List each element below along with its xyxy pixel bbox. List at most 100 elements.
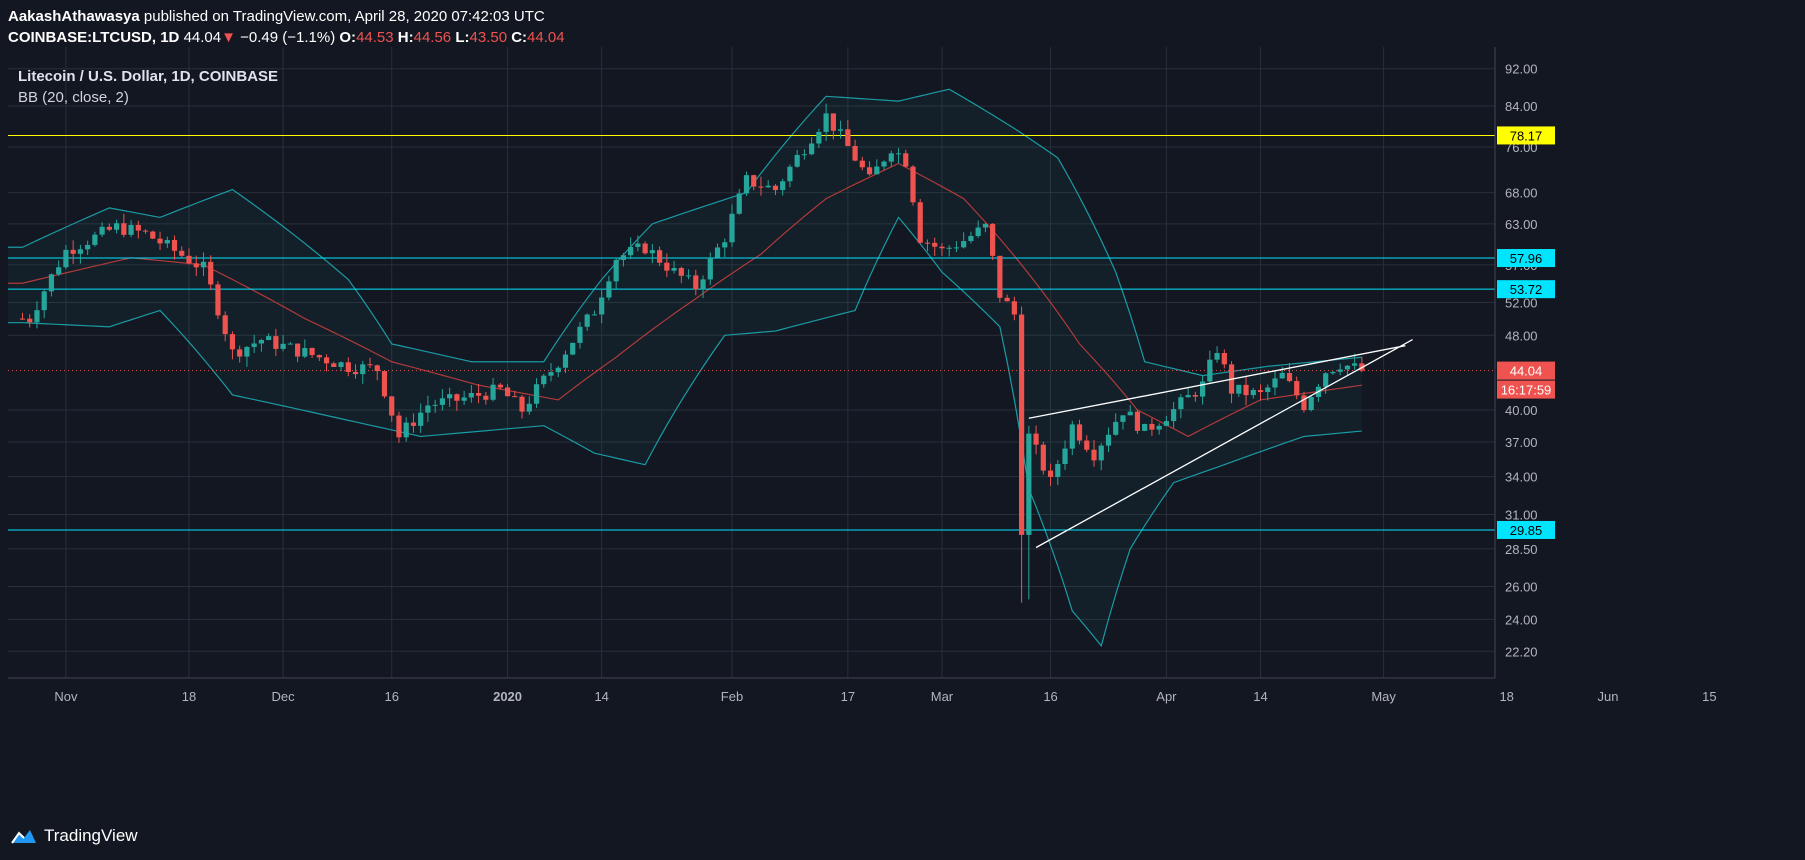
bb-lower-line [8,216,1362,648]
x-tick-label: 14 [1253,689,1267,704]
candle-body [961,241,967,248]
candle-body [85,244,91,250]
candle-body [1344,365,1350,370]
candle-body [447,394,453,399]
tradingview-logo-icon [11,830,36,844]
tradingview-logo[interactable]: TradingView [10,826,138,846]
candle-body [92,234,98,245]
candle-body [823,113,829,132]
candle-body [1272,378,1278,388]
candle-body [1127,411,1133,416]
candle-body [63,249,69,268]
candle-body [700,279,706,290]
candle-body [664,262,670,271]
author-name[interactable]: AakashAthawasya [8,8,140,25]
candle-body [780,181,786,191]
candle-body [1214,352,1220,360]
candle-body [1192,395,1198,397]
candle-body [1171,409,1177,422]
candle-body [215,284,221,316]
level-price-label-bg [1497,126,1555,145]
y-tick-label: 22.20 [1505,644,1538,659]
candle-body [222,315,228,335]
candle-body [881,161,887,167]
y-tick-label: 40.00 [1505,403,1538,418]
symbol-ohlc-line: COINBASE:LTCUSD, 1D 44.04▼ −0.49 (−1.1%)… [8,29,565,46]
candle-body [649,250,655,254]
candle-body [1120,415,1126,422]
candle-body [237,349,243,357]
candle-body [997,255,1003,298]
y-tick-label: 92.00 [1505,62,1538,77]
candle-body [1257,389,1264,393]
candle-body [1062,448,1068,465]
candle-body [975,227,981,237]
candle-body [1330,371,1336,374]
level-price-label-bg [1497,249,1555,268]
candle-body [410,422,417,426]
countdown-bg [1497,380,1555,399]
bb-fill [8,89,1362,646]
candle-body [620,255,626,260]
x-tick-label: 14 [594,689,608,704]
candle-body [483,395,489,400]
candle-body [1265,387,1271,393]
candle-body [476,393,482,396]
candle-body [888,153,894,162]
indicator-legend[interactable]: BB (20, close, 2) [18,89,129,106]
candle-body [874,166,880,175]
candle-body [707,257,713,280]
last-price-label-bg [1497,361,1555,380]
candle-body [533,384,540,404]
candle-body [1294,381,1300,396]
y-tick-label: 26.00 [1505,580,1538,595]
candle-body [1055,464,1061,477]
candle-body [418,412,424,426]
y-tick-label: 68.00 [1505,186,1538,201]
candle-body [910,166,916,203]
candle-body [1142,423,1148,431]
candle-body [106,226,112,230]
candle-body [982,223,988,228]
candle-body [273,336,279,349]
candle-body [171,239,178,251]
candle-body [1019,314,1025,535]
published-text: published on TradingView.com, April 28, … [143,8,545,25]
candle-body [1286,372,1293,382]
candle-body [1352,363,1358,366]
candle-body [1098,445,1104,461]
candle-body [794,154,800,167]
high-value: 44.56 [413,29,452,46]
candle-body [1250,389,1256,396]
symbol: COINBASE:LTCUSD, 1D [8,29,180,46]
candle-body [787,166,793,182]
candle-body [360,364,366,375]
candle-body [917,202,923,243]
candle-body [200,261,207,268]
candle-body [114,223,120,230]
candle-body [1308,396,1314,410]
candle-body [678,267,684,276]
candle-body [135,224,141,231]
candle-body [657,250,663,263]
y-tick-label: 48.00 [1505,328,1538,343]
candle-body [801,154,807,156]
y-tick-label: 63.00 [1505,217,1538,232]
candle-body [1207,359,1213,382]
candle-body [1069,424,1075,449]
candle-body [693,275,699,290]
candle-body [548,372,554,376]
candle-body [519,396,525,412]
x-tick-label: 15 [1702,689,1716,704]
x-tick-label: Nov [54,689,78,704]
candle-body [1185,395,1191,398]
candle-body [722,242,728,248]
candle-body [541,375,547,385]
candle-body [736,193,742,214]
candle-body [1084,440,1090,450]
candle-body [642,243,648,254]
x-tick-label: Dec [272,689,296,704]
candle-body [381,371,388,397]
candle-body [1163,421,1169,426]
